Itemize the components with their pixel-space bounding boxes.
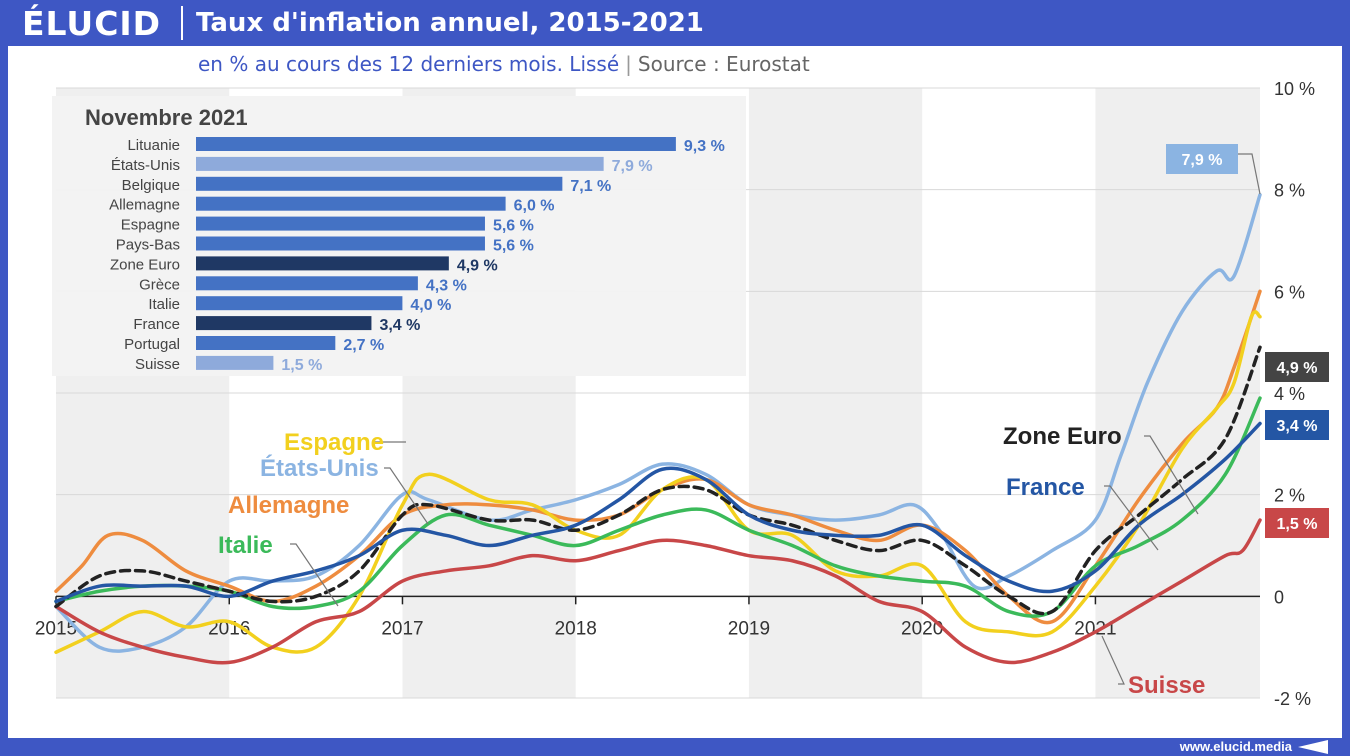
chart-panel: 10 % 8 % 6 % 4 % 2 % 0 -2 % 2015 2016 2017 2018 201…: [8, 46, 1342, 738]
end-value-badge: [1265, 352, 1329, 382]
x-tick-label: 2018: [555, 618, 597, 639]
bar-value-label: 7,9 %: [612, 158, 653, 175]
leader-line: [290, 543, 339, 607]
y-tick-label: 8 %: [1274, 181, 1305, 201]
series-name-italie: Italie: [218, 532, 273, 559]
bar-value-label: 1,5 %: [281, 357, 322, 374]
bar: [196, 316, 372, 331]
bar-category-label: Allemagne: [109, 197, 180, 214]
footer: www.elucid.media: [0, 738, 1350, 756]
leader-line: [1104, 485, 1159, 551]
bar-category-label: Grèce: [139, 276, 180, 293]
x-tick-label: 2021: [1074, 618, 1116, 639]
bar: [196, 176, 563, 191]
bar-category-label: Lituanie: [127, 137, 180, 154]
leader-line: [1144, 435, 1199, 515]
bar: [196, 296, 403, 311]
bar-category-label: Zone Euro: [110, 256, 180, 273]
bar: [196, 256, 449, 271]
end-value-label: 3,4 %: [1277, 418, 1318, 435]
y-tick-label: -2 %: [1274, 689, 1311, 709]
x-tick-label: 2017: [381, 618, 423, 639]
end-value-badge: [1166, 144, 1238, 174]
y-tick-label: 10 %: [1274, 79, 1315, 99]
bar-category-label: Espagne: [121, 217, 180, 234]
chart-canvas: 10 % 8 % 6 % 4 % 2 % 0 -2 % 2015 2016 2017 2018 201…: [35, 79, 1329, 709]
subtitle-text: en % au cours des 12 derniers mois. Liss…: [198, 52, 620, 76]
bar-value-label: 3,4 %: [379, 317, 420, 334]
bar: [196, 336, 336, 350]
bar-category-label: Belgique: [122, 177, 180, 194]
y-tick-label: 0: [1274, 587, 1284, 607]
site-logo-icon: [1298, 740, 1328, 754]
source-text: Source : Eurostat: [637, 52, 810, 76]
leader-line: [1101, 635, 1125, 685]
series-line-italie: [54, 396, 1262, 618]
bar-category-label: Portugal: [124, 336, 180, 353]
y-tick-label: 6 %: [1274, 282, 1305, 302]
series-line-suisse: [54, 518, 1262, 665]
x-tick-label: 2016: [208, 618, 250, 639]
bar: [196, 156, 604, 171]
x-tick-label: 2020: [901, 618, 943, 639]
bar: [196, 137, 676, 151]
header-divider: [181, 6, 183, 40]
end-value-label: 7,9 %: [1182, 152, 1223, 169]
bar-value-label: 5,6 %: [493, 238, 534, 255]
bar-category-label: États-Unis: [111, 157, 180, 174]
bar-value-label: 5,6 %: [493, 218, 534, 235]
series-line-france: [54, 421, 1262, 604]
bar-value-label: 4,3 %: [426, 277, 467, 294]
end-value-label: 4,9 %: [1277, 360, 1318, 377]
bar-value-label: 9,3 %: [684, 138, 725, 155]
end-value-badge: [1265, 410, 1329, 440]
series-name-espagne: Espagne: [284, 429, 384, 456]
leader-line: [384, 467, 429, 525]
site-link[interactable]: www.elucid.media: [1179, 739, 1292, 754]
subtitle: en % au cours des 12 derniers mois. Liss…: [198, 52, 810, 76]
bar-value-label: 6,0 %: [514, 198, 555, 215]
x-tick-label: 2019: [728, 618, 770, 639]
series-name-zone-euro: Zone Euro: [1003, 423, 1122, 450]
subtitle-separator: |: [625, 52, 632, 76]
inset-title: Novembre 2021: [85, 105, 248, 130]
series-name-france: France: [1006, 474, 1085, 501]
header: ÉLUCID Taux d'inflation annuel, 2015-202…: [0, 0, 1350, 46]
bar-value-label: 4,0 %: [410, 297, 451, 314]
end-value-label: 1,5 %: [1277, 516, 1318, 533]
y-tick-label: 4 %: [1274, 384, 1305, 404]
series-name-etats-unis: États-Unis: [260, 454, 379, 482]
bar-value-label: 7,1 %: [570, 178, 611, 195]
y-tick-label: 2 %: [1274, 486, 1305, 506]
logo[interactable]: ÉLUCID: [22, 4, 162, 43]
bar-category-label: Pays-Bas: [116, 237, 180, 254]
end-value-badge: [1265, 508, 1329, 538]
bar: [196, 276, 418, 291]
bar: [196, 355, 274, 370]
series-name-suisse: Suisse: [1128, 672, 1205, 699]
bar: [196, 236, 485, 251]
bar-category-label: Italie: [148, 296, 180, 313]
series-name-allemagne: Allemagne: [228, 492, 349, 519]
leader-line: [1238, 153, 1261, 195]
bar-category-label: France: [133, 316, 180, 333]
bar: [196, 216, 485, 231]
bar: [196, 196, 506, 211]
bar-value-label: 2,7 %: [343, 337, 384, 354]
bar-category-label: Suisse: [135, 356, 180, 373]
page-title: Taux d'inflation annuel, 2015-2021: [196, 8, 704, 38]
bar-value-label: 4,9 %: [457, 257, 498, 274]
x-tick-label: 2015: [35, 618, 77, 639]
